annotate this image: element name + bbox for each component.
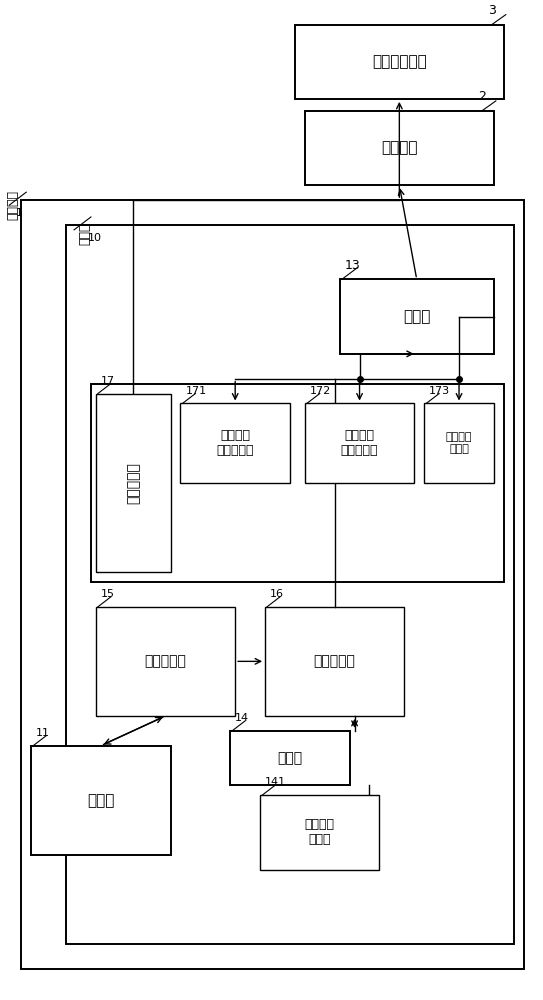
Text: 17: 17 (101, 376, 115, 386)
Text: 存储部: 存储部 (277, 751, 302, 765)
Text: 141: 141 (265, 777, 286, 787)
Text: 监视装置: 监视装置 (7, 190, 20, 220)
Bar (305, 403, 414, 483)
Bar (295, 25, 504, 99)
Text: 173: 173 (429, 386, 450, 396)
Text: 摄像装置: 摄像装置 (381, 141, 418, 156)
Bar (91, 384, 504, 582)
Text: 通知部: 通知部 (403, 309, 431, 324)
Text: 15: 15 (101, 589, 115, 599)
Bar (96, 607, 235, 716)
Text: 13: 13 (345, 259, 361, 272)
Text: 拍摄部: 拍摄部 (87, 793, 115, 808)
Text: 控制部: 控制部 (78, 222, 91, 245)
Text: 2: 2 (478, 90, 486, 103)
Text: 171: 171 (186, 386, 206, 396)
Text: 炉膛内衬
位置监视部: 炉膛内衬 位置监视部 (217, 429, 254, 457)
Text: 3: 3 (488, 4, 496, 17)
Text: 14: 14 (235, 713, 249, 723)
Text: 16: 16 (270, 589, 284, 599)
Bar (21, 200, 523, 969)
Bar (96, 394, 171, 572)
Text: 熔体表面
位置监视部: 熔体表面 位置监视部 (341, 429, 378, 457)
Text: 11: 11 (36, 728, 50, 738)
Bar (31, 746, 171, 855)
Text: 照射位置
监视部: 照射位置 监视部 (446, 432, 472, 454)
Text: 材料供给装置: 材料供给装置 (372, 54, 427, 69)
Text: 10: 10 (88, 233, 102, 243)
Bar (265, 607, 405, 716)
Text: 状态判定部: 状态判定部 (126, 462, 140, 504)
Text: 172: 172 (310, 386, 331, 396)
Bar (230, 731, 350, 785)
Bar (66, 225, 514, 944)
Bar (424, 403, 494, 483)
Text: 图像处理部: 图像处理部 (314, 654, 356, 668)
Bar (340, 279, 494, 354)
Text: 1: 1 (16, 208, 23, 218)
Text: 拍摄控制部: 拍摄控制部 (144, 654, 186, 668)
Bar (260, 795, 380, 870)
Bar (305, 111, 494, 185)
Bar (180, 403, 290, 483)
Text: 基准图像
数据库: 基准图像 数据库 (305, 818, 334, 846)
